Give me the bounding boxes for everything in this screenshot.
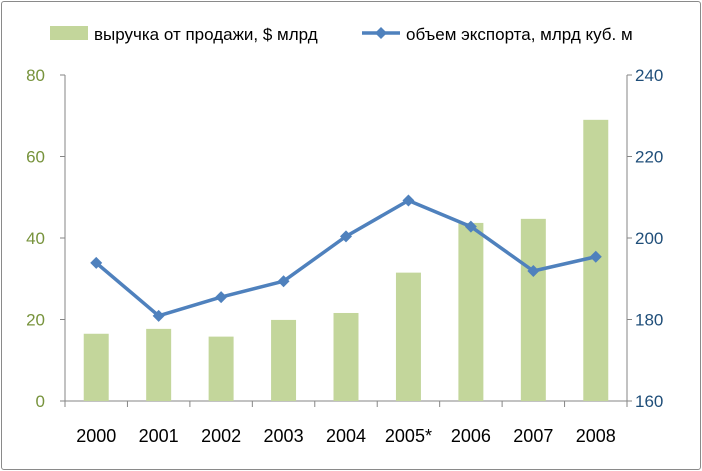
bar xyxy=(395,272,421,401)
bar xyxy=(146,328,172,401)
x-tick-label: 2008 xyxy=(576,426,616,446)
right-tick-label: 180 xyxy=(635,311,663,330)
line-point-marker xyxy=(152,309,165,322)
right-axis-ticks: 160 180 200 220 240 xyxy=(627,66,663,411)
line-point-marker xyxy=(527,265,540,278)
line-series xyxy=(90,194,602,322)
bar xyxy=(520,218,546,401)
x-tick-label: 2000 xyxy=(76,426,116,446)
left-tick-label: 20 xyxy=(26,311,45,330)
x-tick-label: 2006 xyxy=(451,426,491,446)
right-tick-label: 240 xyxy=(635,66,663,85)
left-tick-label: 0 xyxy=(36,392,45,411)
left-tick-label: 40 xyxy=(26,229,45,248)
bar xyxy=(458,222,484,401)
right-tick-label: 200 xyxy=(635,229,663,248)
x-tick-label: 2005* xyxy=(385,426,432,446)
left-tick-label: 60 xyxy=(26,148,45,167)
bar xyxy=(83,333,109,401)
bar xyxy=(271,319,297,401)
line-point-marker xyxy=(215,291,228,304)
legend-label-export: объем экспорта, млрд куб. м xyxy=(406,25,633,44)
legend-swatch-revenue xyxy=(50,26,88,40)
right-tick-label: 220 xyxy=(635,148,663,167)
x-tick-label: 2002 xyxy=(201,426,241,446)
legend-label-revenue: выручка от продажи, $ млрд xyxy=(94,25,318,44)
x-tick-label: 2003 xyxy=(264,426,304,446)
bar xyxy=(333,312,359,401)
line-point-marker xyxy=(90,256,103,269)
legend: выручка от продажи, $ млрд объем экспорт… xyxy=(50,25,633,44)
line-point-marker xyxy=(402,194,415,207)
line-point-marker xyxy=(464,220,477,233)
line-point-marker xyxy=(589,250,602,263)
bar-series xyxy=(83,119,609,401)
x-tick-label: 2007 xyxy=(513,426,553,446)
left-tick-label: 80 xyxy=(26,66,45,85)
line-point-marker xyxy=(340,230,352,243)
x-axis-ticks: 2000 2001 2002 2003 2004 2005* 2006 2007 2008 xyxy=(64,401,628,446)
legend-marker-export xyxy=(375,27,387,39)
right-tick-label: 160 xyxy=(635,392,663,411)
left-axis-ticks: 0 20 40 60 80 xyxy=(26,66,65,411)
bar xyxy=(208,336,234,401)
x-tick-label: 2004 xyxy=(326,426,366,446)
x-tick-label: 2001 xyxy=(139,426,179,446)
line-point-marker xyxy=(277,275,290,288)
